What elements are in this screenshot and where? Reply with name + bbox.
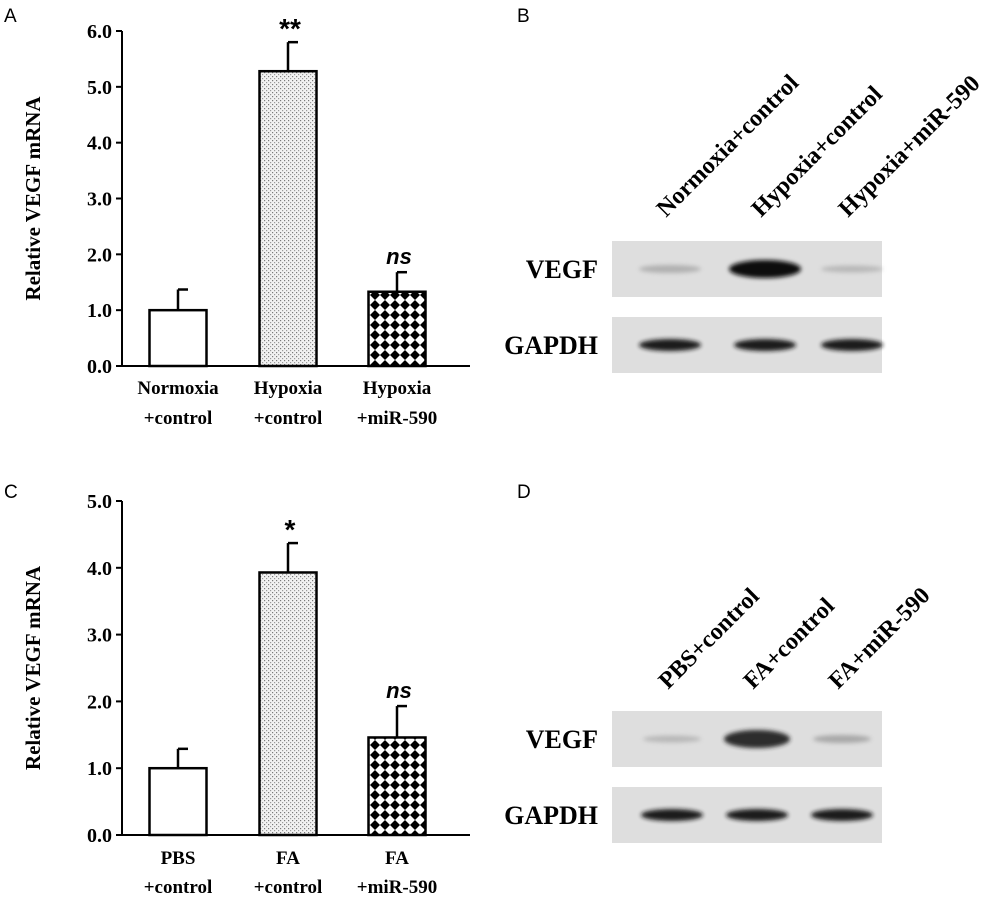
lane-label-d-2: FA+miR-590 bbox=[824, 583, 936, 695]
category-label-a-2-line1: Hypoxia bbox=[363, 378, 432, 399]
band-d-vegf-2 bbox=[813, 735, 871, 743]
y-tick-label-a-5: 5.0 bbox=[87, 77, 112, 99]
significance-label-c-2: ns bbox=[386, 678, 412, 703]
bar-a-0 bbox=[148, 308, 208, 368]
y-tick-label-c-1: 1.0 bbox=[87, 758, 112, 780]
blot-row-label-d-vegf: VEGF bbox=[526, 725, 598, 754]
category-label-a-0-line2: +control bbox=[144, 408, 213, 429]
panel-letter-b: B bbox=[517, 6, 530, 27]
y-tick-label-a-2: 2.0 bbox=[87, 244, 112, 266]
bar-chart-c: 0.0 1.0 2.0 3.0 4.0 5.0 Relative VEGF mRNA PBS +… bbox=[21, 491, 470, 898]
band-d-gapdh-2 bbox=[811, 809, 873, 821]
panel-letter-c: C bbox=[4, 482, 18, 503]
band-d-vegf-0 bbox=[643, 735, 701, 743]
significance-label-a-1: ** bbox=[279, 13, 301, 44]
category-label-c-0-line2: +control bbox=[144, 877, 213, 898]
y-tick-label-a-0: 0.0 bbox=[87, 356, 112, 378]
y-tick-label-c-0: 0.0 bbox=[87, 825, 112, 847]
category-label-c-2-line2: +miR-590 bbox=[357, 877, 437, 898]
blot-row-label-b-gapdh: GAPDH bbox=[504, 331, 598, 360]
bar-a-2 bbox=[367, 290, 427, 368]
band-b-gapdh-1 bbox=[734, 339, 796, 351]
bar-c-0 bbox=[148, 766, 208, 837]
y-tick-label-a-3: 3.0 bbox=[87, 189, 112, 211]
western-blot-b: Normoxia+controlHypoxia+controlHypoxia+m… bbox=[504, 70, 985, 373]
category-label-c-1-line1: FA bbox=[276, 848, 300, 869]
significance-label-a-2: ns bbox=[386, 244, 412, 269]
panel-letter-a: A bbox=[4, 6, 17, 27]
y-tick-label-a-6: 6.0 bbox=[87, 21, 112, 43]
blot-row-label-b-vegf: VEGF bbox=[526, 255, 598, 284]
bar-a-1 bbox=[258, 69, 318, 368]
y-tick-label-c-3: 3.0 bbox=[87, 625, 112, 647]
band-b-gapdh-2 bbox=[821, 339, 883, 351]
y-tick-label-c-5: 5.0 bbox=[87, 491, 112, 513]
y-tick-label-a-1: 1.0 bbox=[87, 300, 112, 322]
band-b-gapdh-0 bbox=[639, 339, 701, 351]
y-axis-label-c: Relative VEGF mRNA bbox=[21, 565, 45, 770]
band-b-vegf-0 bbox=[639, 265, 701, 273]
y-axis-label-a: Relative VEGF mRNA bbox=[21, 96, 45, 301]
category-label-a-0-line1: Normoxia bbox=[137, 378, 219, 399]
y-tick-label-c-2: 2.0 bbox=[87, 691, 112, 713]
bar-chart-a: 0.0 1.0 2.0 3.0 4.0 5.0 6.0 Relative VEGF mRNA N… bbox=[21, 13, 470, 429]
category-label-c-0-line1: PBS bbox=[161, 848, 196, 869]
category-label-c-1-line2: +control bbox=[254, 877, 323, 898]
y-tick-label-a-4: 4.0 bbox=[87, 133, 112, 155]
y-tick-label-c-4: 4.0 bbox=[87, 558, 112, 580]
band-b-vegf-1 bbox=[729, 260, 801, 278]
category-label-a-1-line2: +control bbox=[254, 408, 323, 429]
band-d-gapdh-0 bbox=[641, 809, 703, 821]
band-d-gapdh-1 bbox=[726, 809, 788, 821]
bar-c-2 bbox=[367, 736, 427, 837]
blot-row-label-d-gapdh: GAPDH bbox=[504, 801, 598, 830]
band-b-vegf-2 bbox=[821, 265, 883, 273]
category-label-a-1-line1: Hypoxia bbox=[254, 378, 323, 399]
bar-c-1 bbox=[258, 571, 318, 837]
band-d-vegf-1 bbox=[724, 730, 790, 748]
significance-label-c-1: * bbox=[285, 514, 296, 545]
panel-letter-d: D bbox=[517, 482, 531, 503]
category-label-c-2-line1: FA bbox=[385, 848, 409, 869]
category-label-a-2-line2: +miR-590 bbox=[357, 408, 437, 429]
